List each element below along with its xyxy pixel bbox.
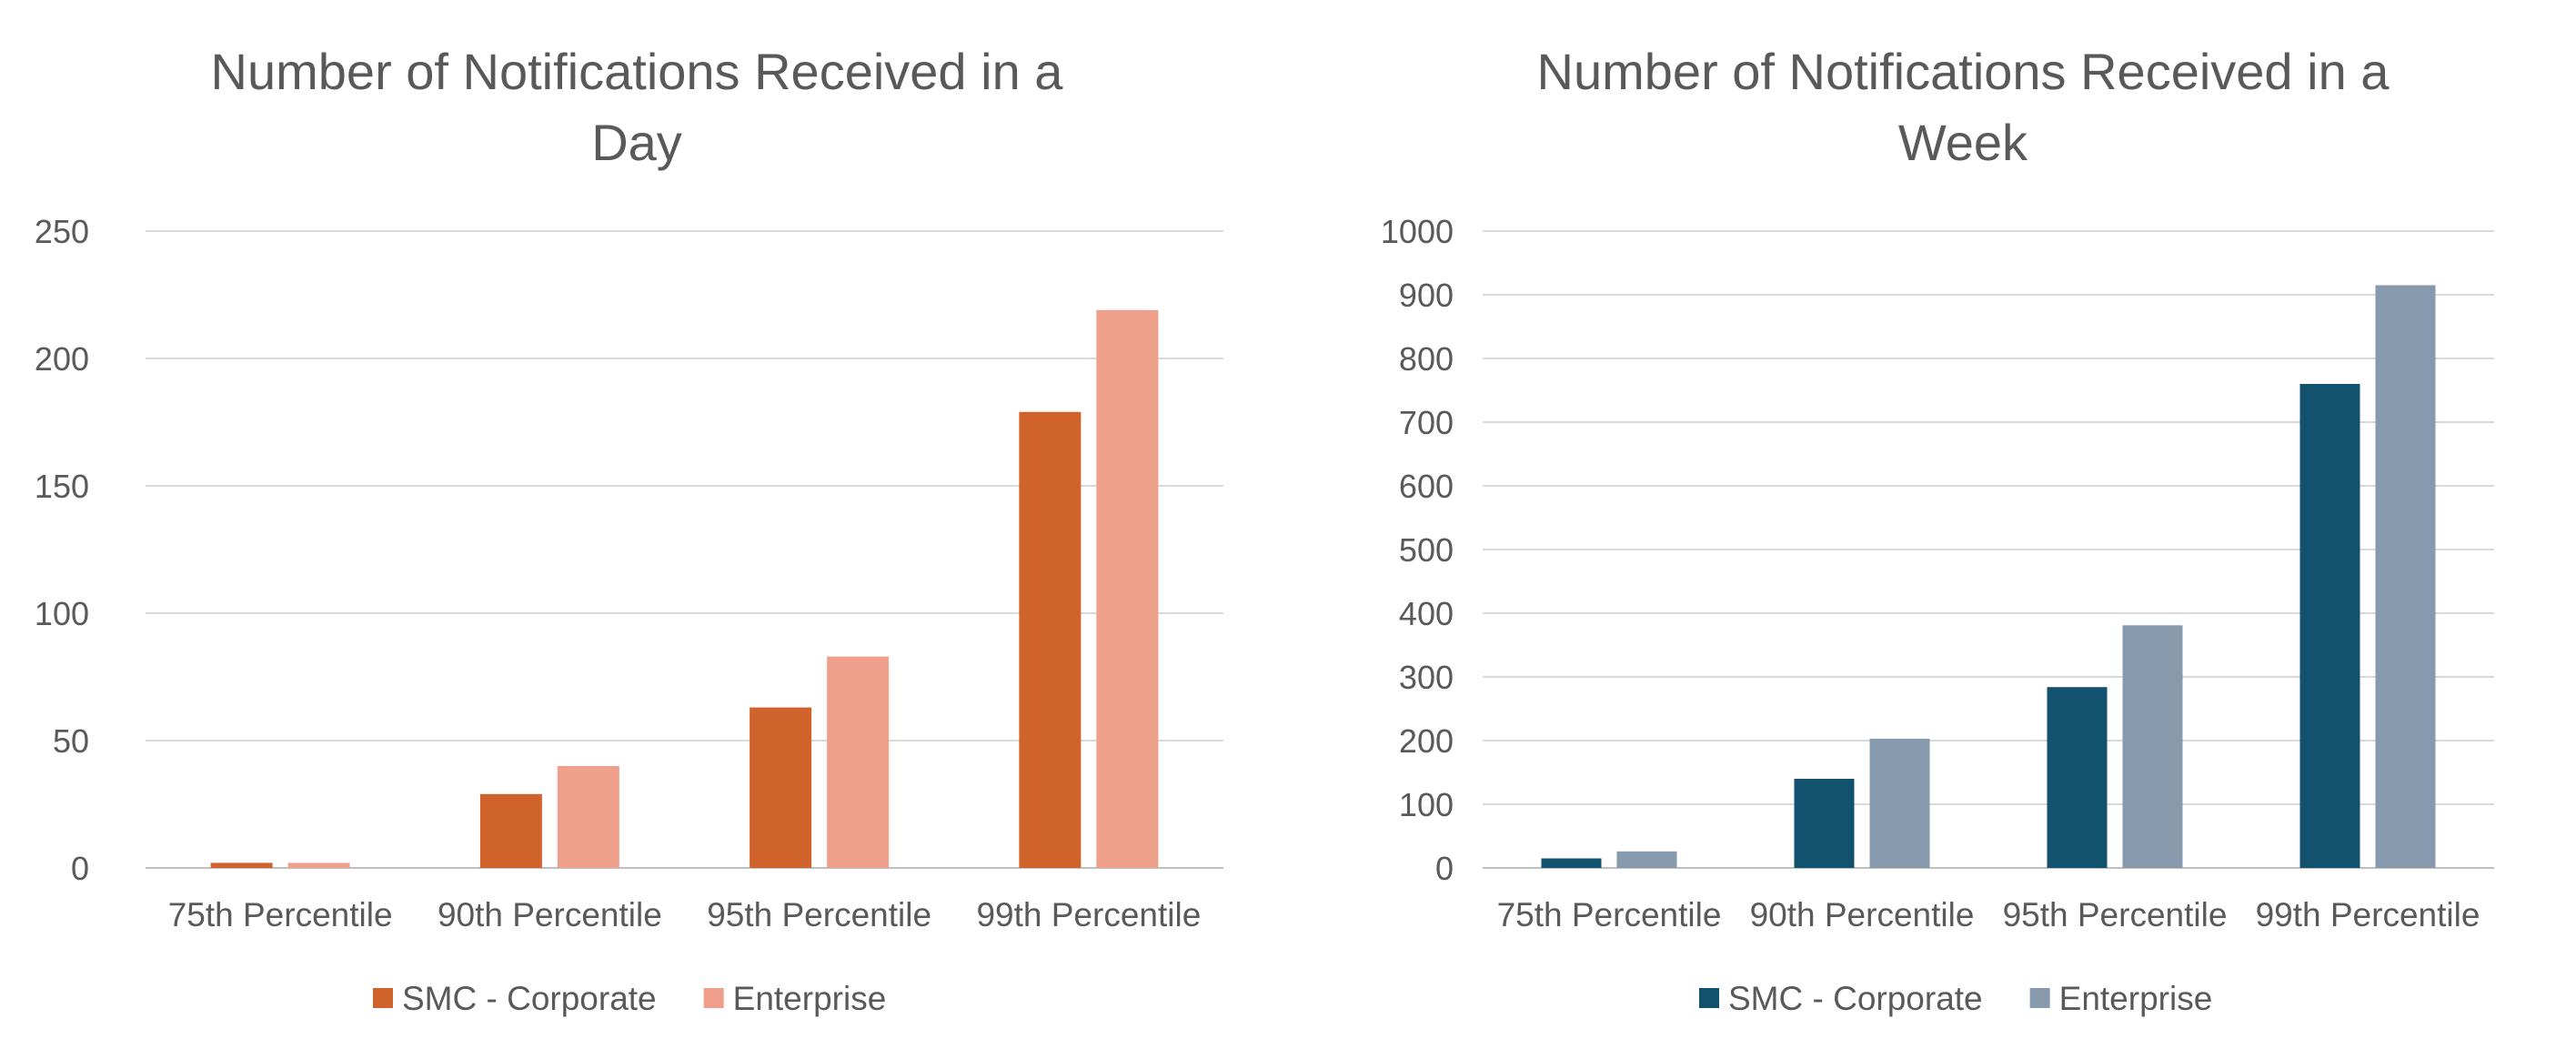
legend-swatch: [373, 988, 393, 1008]
x-category-label: 75th Percentile: [1497, 896, 1722, 933]
chart-title-line: Day: [591, 114, 682, 171]
legend-swatch: [1699, 988, 1719, 1008]
y-tick-label: 100: [35, 595, 89, 632]
y-tick-label: 250: [35, 213, 89, 250]
bar-enterprise: [2122, 625, 2183, 868]
y-tick-label: 600: [1399, 468, 1454, 505]
bar-smc-corporate: [210, 862, 273, 868]
x-category-label: 90th Percentile: [438, 896, 662, 933]
bar-smc-corporate: [1019, 411, 1082, 868]
weekly-notifications-chart: Number of Notifications Received in a Wee…: [1381, 43, 2494, 1017]
y-tick-label: 200: [1399, 722, 1454, 760]
y-tick-label: 700: [1399, 404, 1454, 441]
bar-smc-corporate: [1541, 858, 1602, 868]
x-category-label: 99th Percentile: [2256, 896, 2480, 933]
y-tick-label: 500: [1399, 531, 1454, 569]
bar-enterprise: [1616, 851, 1677, 868]
y-tick-label: 150: [35, 468, 89, 505]
bar-enterprise: [287, 862, 350, 868]
y-tick-label: 400: [1399, 595, 1454, 632]
y-tick-label: 800: [1399, 340, 1454, 378]
daily-notifications-chart: Number of Notifications Received in a Day…: [35, 43, 1223, 1017]
bar-enterprise: [1869, 738, 1930, 868]
y-tick-label: 1000: [1381, 213, 1454, 250]
bar-enterprise: [557, 766, 619, 868]
y-tick-label: 100: [1399, 786, 1454, 823]
chart-title-line: Number of Notifications Received in a: [211, 43, 1064, 100]
y-tick-label: 900: [1399, 277, 1454, 314]
legend-swatch: [703, 988, 724, 1008]
legend-label: SMC - Corporate: [402, 980, 657, 1017]
bar-smc-corporate: [750, 707, 812, 868]
x-category-label: 95th Percentile: [707, 896, 931, 933]
y-tick-label: 50: [53, 722, 89, 760]
bar-smc-corporate: [2299, 384, 2360, 868]
y-tick-label: 300: [1399, 659, 1454, 696]
y-tick-label: 0: [71, 850, 89, 887]
x-category-label: 75th Percentile: [168, 896, 393, 933]
x-category-label: 95th Percentile: [2003, 896, 2228, 933]
x-category-label: 99th Percentile: [976, 896, 1201, 933]
bar-smc-corporate: [2047, 687, 2108, 868]
bar-smc-corporate: [1794, 779, 1855, 868]
legend-label: SMC - Corporate: [1728, 980, 1983, 1017]
chart-title-line: Number of Notifications Received in a: [1537, 43, 2390, 100]
bar-smc-corporate: [479, 793, 542, 868]
x-category-label: 90th Percentile: [1750, 896, 1975, 933]
chart-title-line: Week: [1898, 114, 2028, 171]
bar-enterprise: [1096, 309, 1159, 868]
y-tick-label: 0: [1435, 850, 1454, 887]
bar-enterprise: [827, 656, 890, 868]
legend-swatch: [2029, 988, 2050, 1008]
legend-label: Enterprise: [733, 980, 887, 1017]
y-tick-label: 200: [35, 340, 89, 378]
legend-label: Enterprise: [2059, 980, 2213, 1017]
bar-enterprise: [2375, 285, 2436, 868]
